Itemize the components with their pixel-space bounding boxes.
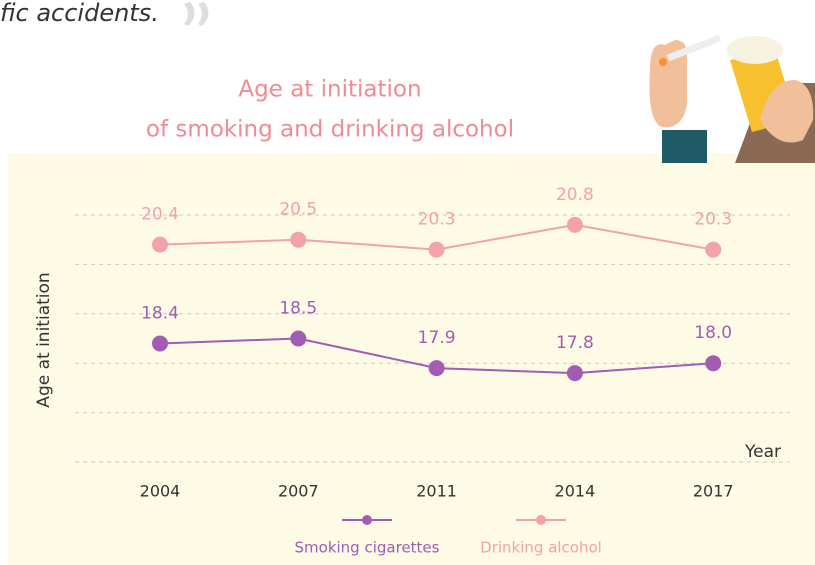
- text-fragment: fic accidents.: [0, 0, 159, 27]
- data-point: [566, 365, 583, 382]
- legend-marker: [536, 515, 546, 525]
- data-label: 20.8: [556, 185, 594, 205]
- data-label: 18.0: [694, 323, 732, 343]
- data-label: 18.4: [141, 303, 179, 323]
- legend-marker: [362, 515, 372, 525]
- data-point: [705, 355, 722, 372]
- data-point: [566, 216, 583, 233]
- data-label: 17.9: [418, 328, 456, 348]
- data-label: 18.5: [279, 299, 317, 319]
- x-axis-label: Year: [744, 442, 781, 462]
- chart-title: Age at initiation: [238, 77, 421, 103]
- legend-label: Drinking alcohol: [480, 539, 602, 557]
- chart-panel: [8, 153, 815, 565]
- data-label: 20.3: [418, 210, 456, 230]
- illustration: [649, 34, 815, 163]
- quote-mark: [184, 2, 209, 26]
- data-label: 20.5: [279, 200, 317, 220]
- x-tick-label: 2007: [278, 482, 319, 501]
- data-label: 20.3: [694, 210, 732, 230]
- data-point: [290, 231, 307, 248]
- data-point: [290, 330, 307, 347]
- data-label: 17.8: [556, 333, 594, 353]
- data-point: [428, 241, 445, 258]
- y-axis-label: Age at initiation: [34, 272, 54, 407]
- data-label: 20.4: [141, 205, 179, 225]
- x-tick-label: 2017: [693, 482, 734, 501]
- data-point: [152, 335, 168, 352]
- x-tick-label: 2004: [140, 482, 181, 501]
- data-point: [428, 360, 445, 377]
- data-point: [152, 236, 168, 253]
- legend-label: Smoking cigarettes: [295, 539, 440, 557]
- x-tick-label: 2014: [555, 482, 596, 501]
- chart-subtitle: of smoking and drinking alcohol: [146, 117, 514, 143]
- x-tick-label: 2011: [416, 482, 457, 501]
- data-point: [705, 241, 722, 258]
